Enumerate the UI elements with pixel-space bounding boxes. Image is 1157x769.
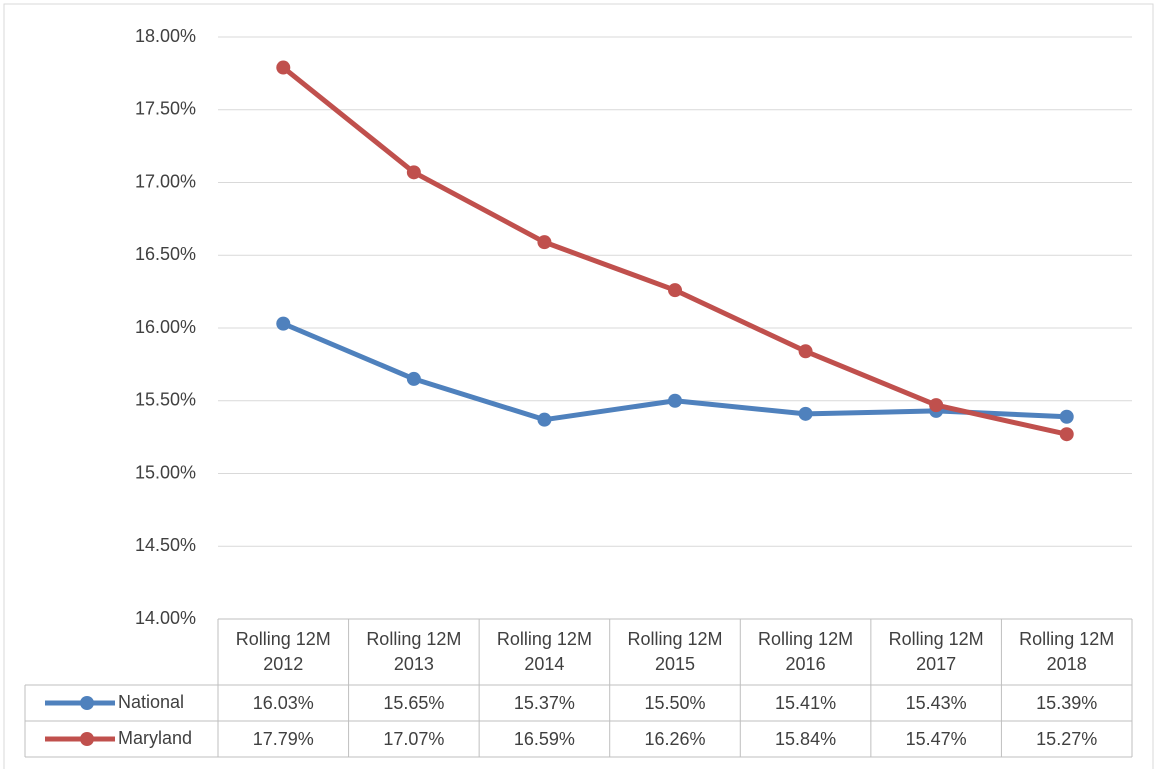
legend-label: Maryland [118, 728, 192, 748]
point [798, 344, 813, 359]
x-tick-label: Rolling 12M 2015 [627, 629, 723, 674]
data-table-value: 16.03% [252, 692, 314, 713]
x-tick-label: Rolling 12M 2017 [888, 629, 984, 674]
data-table-value: 15.39% [1036, 692, 1098, 713]
point [1059, 409, 1074, 424]
data-table-value: 15.37% [513, 692, 575, 713]
data-table-value: 15.41% [775, 692, 837, 713]
y-tick-label: 15.00% [135, 462, 196, 482]
y-tick-label: 14.50% [135, 535, 196, 555]
line-series [281, 65, 1068, 437]
point [668, 283, 682, 298]
x-tick-label: Rolling 12M 2012 [235, 629, 331, 674]
point [406, 371, 421, 386]
point [406, 165, 421, 180]
data-table-value: 15.50% [644, 692, 706, 713]
legend-label: National [118, 692, 184, 712]
y-tick-label: 17.00% [135, 171, 196, 191]
data-table-value: 15.65% [383, 692, 445, 713]
legend-marker [80, 696, 94, 710]
data-table-value: 17.79% [252, 728, 314, 749]
data-table-value: 16.59% [513, 728, 575, 749]
y-tick-label: 16.00% [135, 317, 196, 337]
point [276, 60, 291, 75]
point [1059, 427, 1074, 442]
point [537, 235, 552, 250]
y-tick-label: 15.50% [135, 390, 196, 410]
x-tick-label: Rolling 12M 2013 [366, 629, 462, 674]
point [929, 398, 944, 413]
legend-marker [80, 732, 94, 746]
x-tick-label: Rolling 12M 2016 [758, 629, 854, 674]
point [668, 393, 682, 408]
x-tick-label: Rolling 12M 2014 [496, 629, 592, 674]
data-table-value: 17.07% [383, 728, 445, 749]
point [276, 316, 291, 331]
y-tick-label: 18.00% [135, 26, 196, 46]
data-table-value: 15.27% [1036, 728, 1098, 749]
data-table-value: 15.43% [905, 692, 967, 713]
data-table-value: 15.84% [775, 728, 837, 749]
y-tick-label: 14.00% [135, 608, 196, 628]
y-tick-label: 17.50% [135, 99, 196, 119]
data-table-value: 16.26% [644, 728, 706, 749]
point [537, 412, 552, 427]
chart-border [3, 3, 1154, 769]
x-tick-label: Rolling 12M 2018 [1019, 629, 1115, 674]
data-table-value: 15.47% [905, 728, 967, 749]
point [798, 406, 813, 421]
y-tick-label: 16.50% [135, 244, 196, 264]
